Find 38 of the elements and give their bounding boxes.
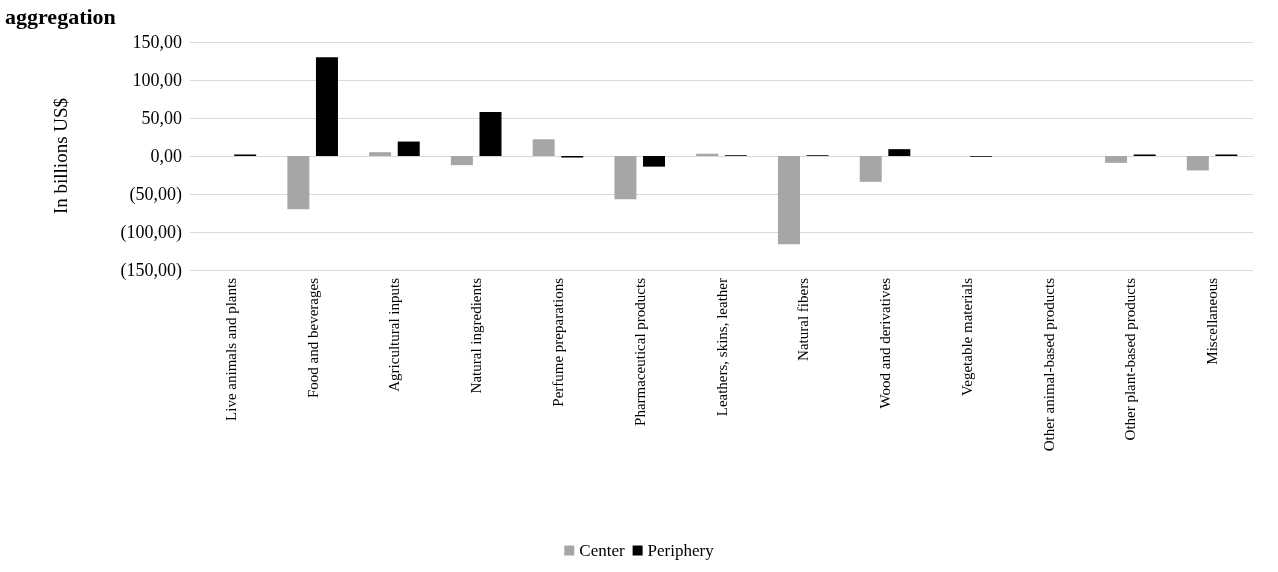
y-axis-title: In billions US$ <box>50 97 71 215</box>
bar <box>643 156 666 167</box>
bar <box>315 57 338 156</box>
bar <box>614 156 637 200</box>
x-tick-label: Miscellaneous <box>1204 277 1221 365</box>
y-tick-label: (150,00) <box>120 260 182 281</box>
x-tick-label: Natural ingredients <box>468 277 485 394</box>
chart-title: aggregation <box>5 3 116 29</box>
bar <box>777 156 800 245</box>
x-tick-label: Pharmaceutical products <box>631 277 648 426</box>
bar <box>287 156 310 210</box>
bar <box>1186 156 1209 171</box>
bar <box>859 156 882 182</box>
x-tick-label: Vegetable materials <box>958 277 975 396</box>
y-tick-label: (100,00) <box>120 222 182 243</box>
x-tick-label: Other plant-based products <box>1122 277 1139 441</box>
x-tick-label: Agricultural inputs <box>386 277 403 392</box>
x-tick-label: Natural fibers <box>795 277 812 361</box>
bar <box>479 111 502 156</box>
legend-label: Center <box>579 541 625 560</box>
y-tick-label: 50,00 <box>141 108 182 128</box>
y-tick-label: (50,00) <box>129 184 182 205</box>
legend-label: Periphery <box>647 541 715 560</box>
x-tick-label: Perfume preparations <box>549 277 566 407</box>
bar <box>397 141 420 156</box>
bar <box>532 139 555 156</box>
x-tick-label: Food and beverages <box>304 277 321 398</box>
bar <box>369 152 392 156</box>
y-tick-label: 0,00 <box>150 146 182 166</box>
bar <box>888 149 911 156</box>
x-tick-label: Leathers, skins, leather <box>713 278 730 417</box>
bar <box>450 156 473 166</box>
y-tick-label: 150,00 <box>132 32 182 52</box>
x-tick-label: Live animals and plants <box>222 277 239 421</box>
x-tick-label: Wood and derivatives <box>877 277 894 409</box>
y-tick-label: 100,00 <box>132 70 182 90</box>
x-tick-label: Other animal-based products <box>1040 277 1057 452</box>
bar <box>1105 156 1128 163</box>
